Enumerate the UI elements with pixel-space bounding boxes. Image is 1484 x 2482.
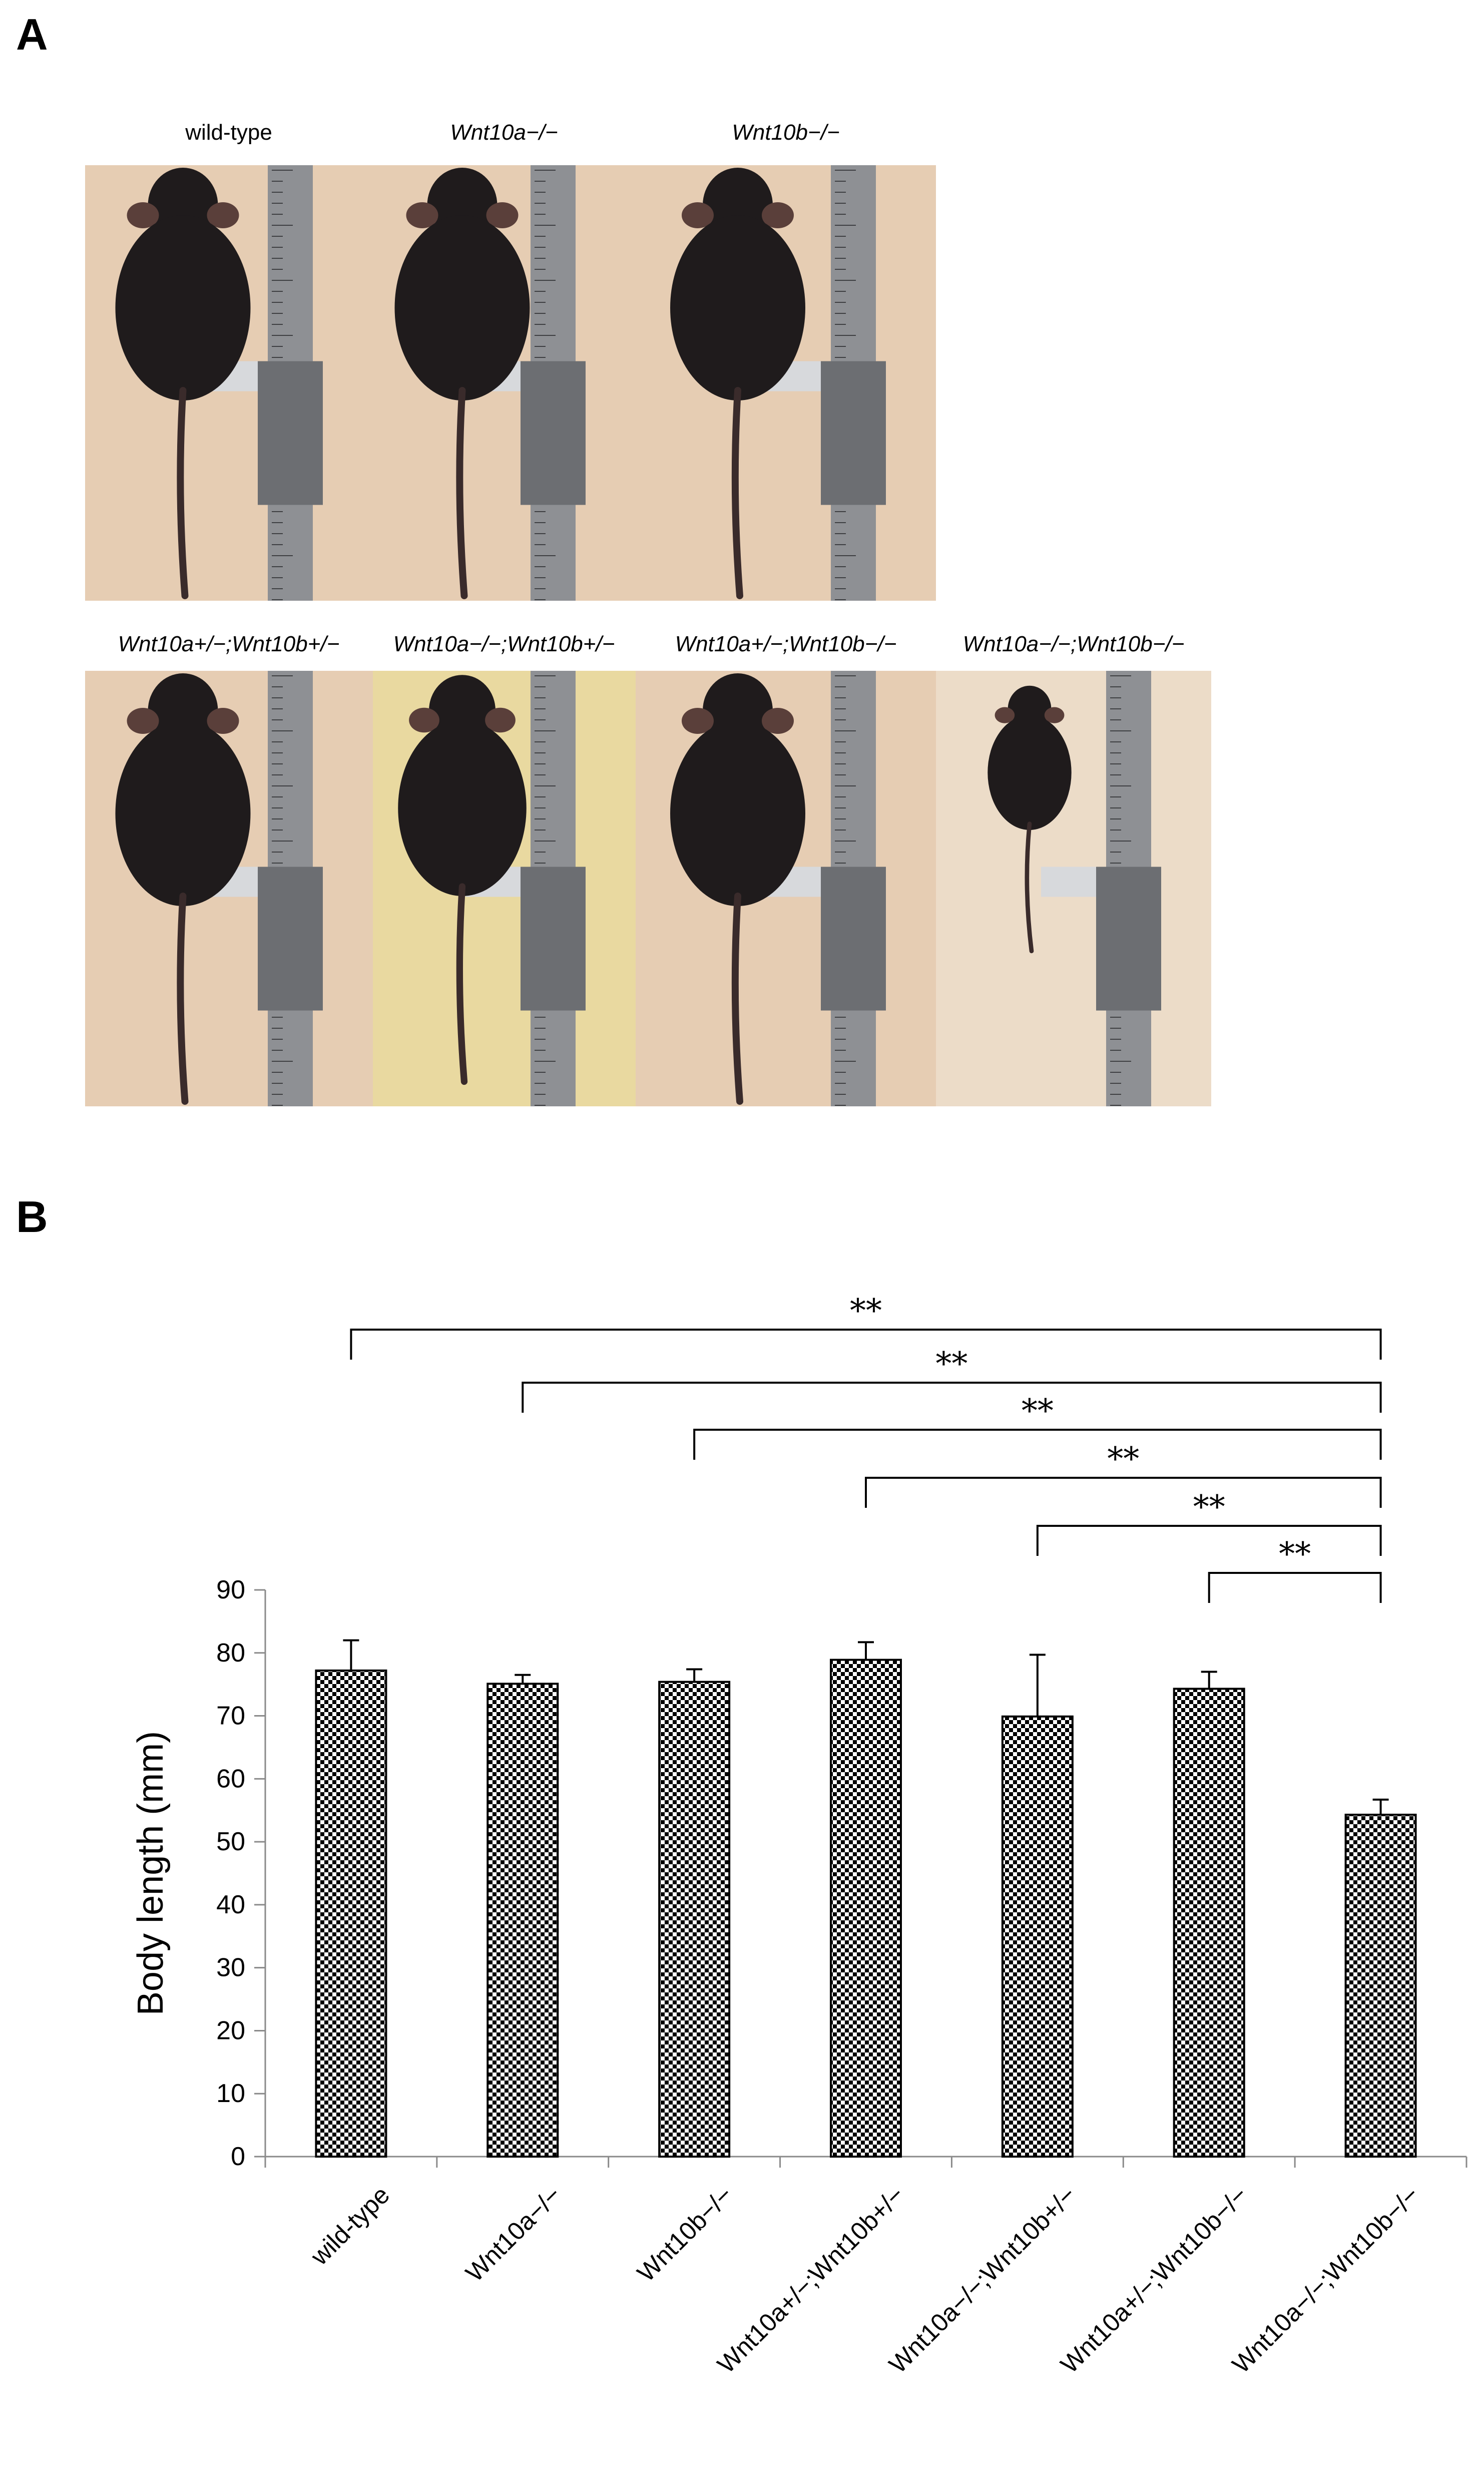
photo-label: Wnt10a−/−;Wnt10b−/− <box>962 632 1185 656</box>
mouse-ear <box>127 202 159 228</box>
mouse-photo <box>636 165 936 601</box>
bar <box>830 1659 902 2158</box>
photo-label: Wnt10a−/− <box>450 120 558 145</box>
y-tick-label: 90 <box>216 1575 245 1604</box>
mouse-tail <box>731 387 743 599</box>
mouse-photo <box>85 165 373 601</box>
mouse-body <box>115 215 251 400</box>
bar <box>1001 1715 1074 2158</box>
mouse-ear <box>406 202 438 228</box>
photo-label: Wnt10a+/−;Wnt10b+/− <box>118 632 340 656</box>
mouse-photo <box>85 671 373 1106</box>
body-length-bar-chart: 0 10 20 30 40 50 60 70 80 90 Body length (mm) wild-… <box>131 1293 1467 2379</box>
mouse-body <box>115 721 251 906</box>
mouse-photo <box>636 671 936 1106</box>
significance-label: ** <box>850 1293 882 1330</box>
mouse-photo <box>373 165 636 601</box>
mouse-tail <box>177 387 189 599</box>
mouse-ear <box>1044 707 1065 723</box>
mouse-ear <box>682 708 714 734</box>
x-tick-label: Wnt10a−/−;Wnt10b+/− <box>883 2181 1081 2378</box>
mouse-illustration <box>670 671 886 1106</box>
photo-label: wild-type <box>185 120 272 145</box>
mouse-ear <box>409 707 439 733</box>
panel-b-letter: B <box>16 1192 48 1242</box>
mouse-illustration <box>398 671 586 1106</box>
y-tick-label: 70 <box>216 1702 245 1731</box>
x-tick-label: Wnt10a+/−;Wnt10b−/− <box>1055 2181 1253 2378</box>
significance-bracket <box>522 1382 1382 1413</box>
panel-a-letter: A <box>16 10 48 59</box>
caliper-slider <box>821 867 886 1011</box>
mouse-tail <box>177 893 189 1105</box>
mouse-ear <box>682 202 714 228</box>
caliper-slider <box>1096 867 1161 1011</box>
significance-label: ** <box>935 1346 967 1383</box>
bar <box>315 1669 387 2158</box>
x-tick-label: Wnt10a−/− <box>460 2181 567 2287</box>
bar <box>486 1683 559 2158</box>
y-axis-label: Body length (mm) <box>131 1731 171 2015</box>
mouse-tail <box>731 893 743 1105</box>
mouse-tail <box>456 387 468 599</box>
significance-bracket <box>350 1329 1382 1360</box>
caliper-slider <box>521 361 586 505</box>
mouse-illustration <box>987 671 1161 1106</box>
caliper-slider <box>821 361 886 505</box>
mouse-ear <box>207 202 239 228</box>
mouse-ear <box>127 708 159 734</box>
y-tick-label: 20 <box>216 2016 245 2045</box>
mouse-ear <box>995 707 1015 723</box>
mouse-body <box>987 715 1072 830</box>
significance-label: ** <box>1107 1441 1139 1478</box>
photo-label: Wnt10a−/−;Wnt10b+/− <box>393 632 615 656</box>
bar <box>658 1681 731 2158</box>
significance-bracket <box>693 1429 1382 1460</box>
significance-label: ** <box>1022 1393 1054 1430</box>
photo-label: Wnt10b−/− <box>732 120 840 145</box>
y-tick-label: 40 <box>216 1890 245 1919</box>
mouse-tail <box>456 883 468 1085</box>
mouse-photo <box>373 671 636 1106</box>
bar <box>1344 1814 1417 2158</box>
mouse-illustration <box>115 671 323 1106</box>
significance-bracket <box>1036 1525 1382 1556</box>
bar <box>1173 1688 1245 2158</box>
x-tick-label: Wnt10b−/− <box>632 2181 738 2287</box>
x-tick-label: wild-type <box>305 2181 395 2271</box>
significance-label: ** <box>1279 1536 1311 1573</box>
caliper-slider <box>258 867 323 1011</box>
y-tick-label: 80 <box>216 1638 245 1668</box>
y-tick-label: 60 <box>216 1764 245 1793</box>
mouse-illustration <box>115 165 323 601</box>
significance-bracket <box>865 1477 1382 1508</box>
mouse-ear <box>485 707 516 733</box>
caliper-slider <box>258 361 323 505</box>
y-tick-label: 30 <box>216 1953 245 1982</box>
mouse-ear <box>762 202 794 228</box>
mouse-illustration <box>670 165 886 601</box>
mouse-ear <box>486 202 519 228</box>
y-tick-label: 10 <box>216 2079 245 2108</box>
mouse-ear <box>207 708 239 734</box>
x-tick-label: Wnt10a+/−;Wnt10b+/− <box>712 2181 909 2378</box>
y-tick-label: 50 <box>216 1827 245 1856</box>
significance-label: ** <box>1193 1489 1225 1526</box>
mouse-body <box>394 215 530 400</box>
mouse-photo <box>936 671 1211 1106</box>
mouse-tail <box>1025 821 1034 954</box>
mouse-ear <box>762 708 794 734</box>
significance-bracket <box>1208 1572 1382 1603</box>
x-tick-label: Wnt10a−/−;Wnt10b−/− <box>1227 2181 1424 2378</box>
mouse-body <box>398 720 527 896</box>
caliper-slider <box>521 867 586 1011</box>
mouse-body <box>670 721 805 906</box>
mouse-body <box>670 215 805 400</box>
mouse-illustration <box>394 165 586 601</box>
y-tick-label: 0 <box>231 2142 245 2171</box>
photo-label: Wnt10a+/−;Wnt10b−/− <box>675 632 897 656</box>
